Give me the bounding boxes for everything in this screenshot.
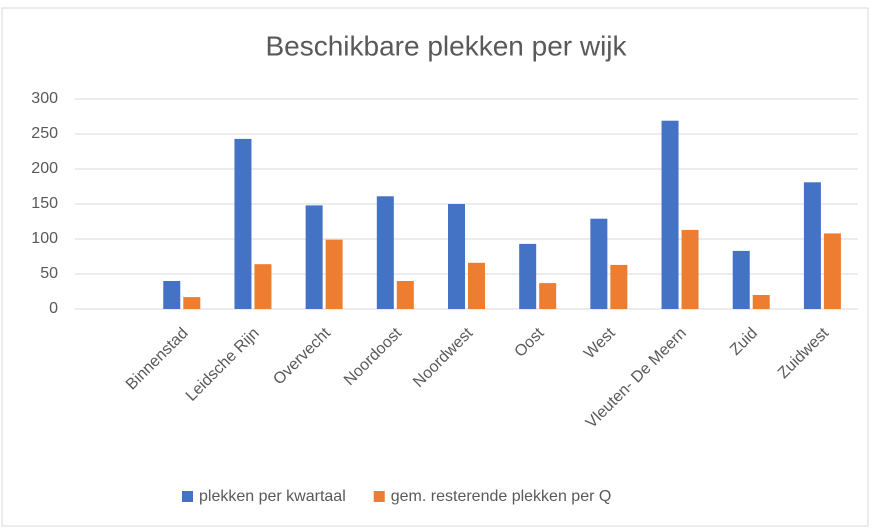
legend-label: plekken per kwartaal: [199, 488, 346, 505]
bar: [305, 205, 323, 309]
bar: [610, 264, 628, 309]
bar: [396, 281, 414, 309]
bar: [661, 120, 679, 309]
y-tick-label: 300: [31, 90, 58, 107]
bar: [325, 239, 343, 309]
bar: [803, 182, 821, 309]
legend-swatch: [373, 491, 385, 502]
y-tick-label: 150: [31, 195, 58, 212]
y-tick-label: 50: [40, 265, 58, 282]
bar: [163, 281, 181, 309]
legend-swatch: [182, 491, 193, 502]
bar: [752, 295, 770, 309]
bar: [254, 264, 272, 309]
y-tick-label: 100: [31, 230, 58, 247]
bar: [519, 243, 537, 309]
bar: [183, 297, 201, 309]
legend-label: gem. resterende plekken per Q: [391, 488, 612, 505]
y-tick-label: 250: [31, 125, 58, 142]
bar: [823, 233, 841, 309]
bar: [681, 229, 699, 309]
bar: [590, 218, 608, 309]
bar: [376, 196, 394, 309]
bar: [732, 250, 750, 309]
bar: [234, 138, 252, 309]
chart-frame: [1, 7, 869, 527]
bar: [539, 283, 557, 309]
y-tick-label: 200: [31, 160, 58, 177]
bar: [468, 262, 485, 309]
chart-title: Beschikbare plekken per wijk: [265, 30, 627, 61]
y-tick-label: 0: [49, 300, 58, 317]
bar: [448, 204, 465, 309]
